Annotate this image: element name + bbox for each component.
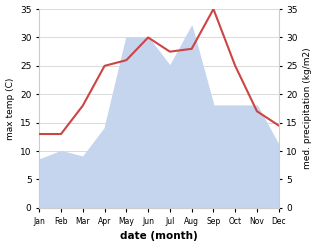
Y-axis label: med. precipitation (kg/m2): med. precipitation (kg/m2)	[303, 48, 313, 169]
X-axis label: date (month): date (month)	[120, 231, 198, 242]
Y-axis label: max temp (C): max temp (C)	[5, 77, 15, 140]
